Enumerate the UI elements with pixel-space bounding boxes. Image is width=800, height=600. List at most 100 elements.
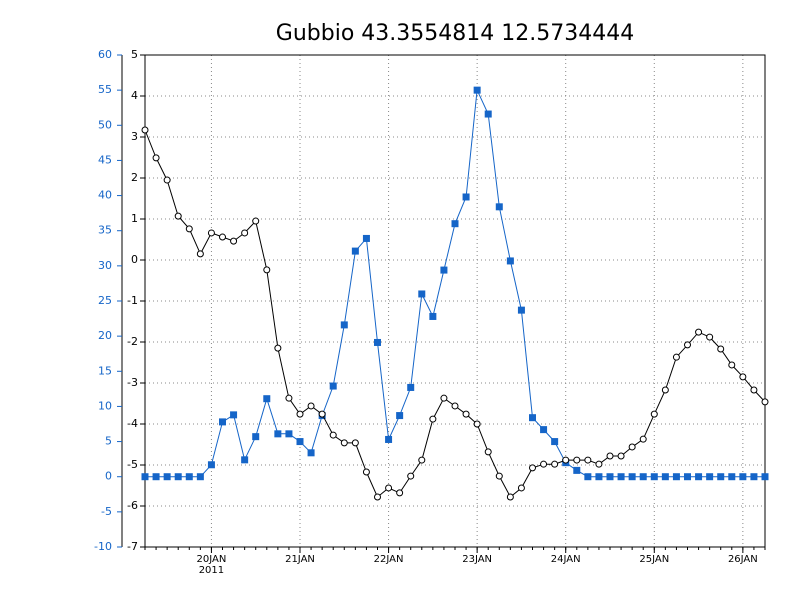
data-point	[307, 402, 315, 410]
y2-tick-label: 2	[131, 171, 138, 184]
y-tick-label: 35	[98, 224, 112, 237]
data-point	[617, 452, 625, 460]
data-point	[506, 493, 514, 501]
data-point	[141, 473, 149, 481]
y2-tick-label: 0	[131, 253, 138, 266]
plot-frame	[144, 54, 766, 548]
y-tick-label: -5	[101, 505, 112, 518]
x-sublabel: 2011	[199, 565, 224, 576]
data-point	[185, 225, 193, 233]
data-point	[374, 338, 381, 346]
y-tick-label: 45	[98, 153, 112, 166]
y-tick-label: 5	[105, 435, 112, 448]
data-point	[329, 431, 337, 439]
data-point	[672, 353, 680, 361]
data-point	[650, 473, 658, 481]
data-point	[351, 439, 359, 447]
data-point	[296, 438, 304, 446]
data-point	[340, 439, 348, 447]
data-point	[495, 472, 503, 480]
data-point	[285, 430, 293, 438]
data-point	[440, 394, 448, 402]
data-point	[385, 435, 393, 443]
data-point	[706, 473, 714, 481]
data-point	[584, 473, 592, 481]
data-point	[495, 203, 503, 211]
data-point	[717, 345, 725, 353]
x-tick-label: 24JAN	[551, 554, 581, 565]
data-point	[362, 234, 370, 242]
data-point	[374, 493, 381, 501]
x-tick-label: 26JAN	[728, 554, 758, 565]
data-point	[219, 233, 226, 241]
data-point	[617, 473, 625, 481]
data-point	[672, 473, 680, 481]
data-point	[241, 456, 249, 464]
data-point	[540, 460, 548, 468]
y-tick-label: -10	[94, 540, 112, 553]
y2-tick-label: -1	[127, 294, 138, 307]
x-tick-label: 25JAN	[639, 554, 669, 565]
x-tick-label: 21JAN	[285, 554, 315, 565]
y-tick-label: 55	[98, 83, 112, 96]
data-point	[362, 468, 370, 476]
y2-tick-label: -2	[127, 335, 138, 348]
data-point	[418, 290, 426, 298]
data-point	[695, 328, 703, 336]
data-point	[451, 220, 459, 228]
data-point	[462, 410, 470, 418]
y2-tick-label: 4	[131, 89, 138, 102]
data-point	[307, 449, 315, 457]
x-tick-label: 20JAN	[197, 554, 227, 565]
y2-tick-label: -7	[127, 540, 138, 553]
data-point	[517, 484, 525, 492]
data-point	[551, 460, 559, 468]
data-point	[318, 410, 326, 418]
y2-tick-label: -6	[127, 499, 138, 512]
y-tick-label: 40	[98, 189, 112, 202]
y-tick-label: 15	[98, 364, 112, 377]
data-point	[196, 250, 204, 258]
data-point	[473, 86, 481, 94]
data-point	[750, 473, 758, 481]
data-point	[285, 394, 293, 402]
data-point	[429, 415, 437, 423]
data-point	[684, 473, 691, 481]
data-point	[484, 448, 492, 456]
y-tick-label: 0	[105, 470, 112, 483]
data-point	[241, 229, 249, 237]
y2-tick-label: 5	[131, 48, 138, 61]
data-point	[152, 154, 160, 162]
data-point	[340, 321, 348, 329]
data-point	[274, 344, 282, 352]
y-tick-label: 60	[98, 48, 112, 61]
data-point	[207, 229, 215, 237]
data-point	[628, 443, 636, 451]
data-point	[219, 418, 226, 426]
data-point	[163, 473, 171, 481]
data-point	[462, 193, 470, 201]
data-point	[717, 473, 725, 481]
x-tick-label: 22JAN	[374, 554, 404, 565]
data-point	[739, 373, 747, 381]
y-tick-label: 30	[98, 259, 112, 272]
data-point	[595, 460, 603, 468]
x-tick-label: 23JAN	[462, 554, 492, 565]
data-point	[196, 473, 204, 481]
data-point	[296, 410, 304, 418]
data-point	[263, 395, 271, 403]
data-point	[141, 126, 149, 134]
data-point	[761, 473, 769, 481]
data-point	[440, 266, 448, 274]
data-point	[606, 473, 614, 481]
y2-tick-label: -3	[127, 376, 138, 389]
data-point	[551, 438, 559, 446]
data-point	[750, 386, 758, 394]
y-tick-label: 10	[98, 399, 112, 412]
data-point	[573, 466, 581, 474]
data-point	[351, 247, 359, 255]
data-point	[230, 237, 238, 245]
data-point	[529, 464, 536, 472]
data-point	[650, 410, 658, 418]
data-point	[595, 473, 603, 481]
